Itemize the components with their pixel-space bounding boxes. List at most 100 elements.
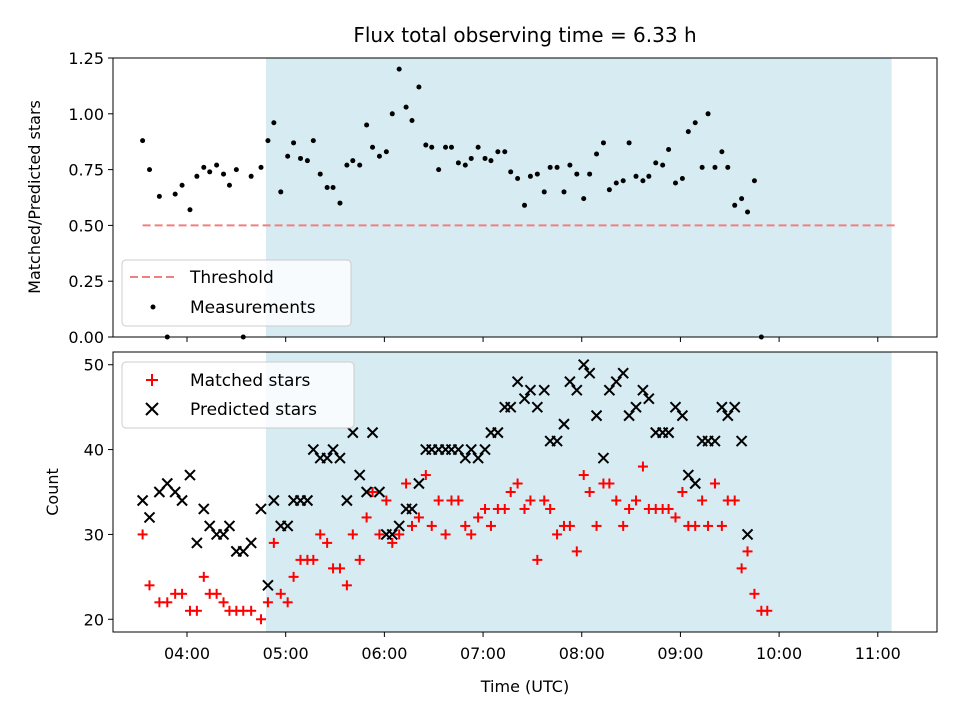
matched-star-point [762, 605, 773, 616]
measurement-point [297, 155, 303, 161]
bottom-x-tick-label: 05:00 [263, 644, 309, 663]
matched-star-point [347, 529, 358, 540]
predicted-star-point [143, 511, 156, 524]
measurement-point [527, 173, 533, 179]
predicted-star-point [327, 443, 339, 456]
matched-star-point [308, 554, 319, 565]
measurement-point [620, 178, 626, 184]
measurement-point [324, 184, 330, 190]
matched-star-point [288, 571, 299, 582]
top-y-tick-label: 0.50 [68, 216, 104, 235]
predicted-star-point [413, 477, 425, 490]
measurement-point [429, 144, 435, 150]
predicted-star-point [268, 494, 280, 507]
legend-measurements-label: Measurements [190, 298, 316, 318]
measurement-point [567, 162, 573, 168]
bottom-x-tick-label: 04:00 [164, 644, 210, 663]
matched-star-point [736, 563, 747, 574]
matched-star-point [584, 487, 595, 497]
measurement-point [594, 151, 600, 157]
measurement-point [508, 169, 514, 175]
matched-star-point [552, 529, 563, 540]
predicted-star-point [682, 469, 695, 481]
predicted-star-point [590, 409, 603, 422]
measurement-point [626, 140, 632, 146]
measurement-point [364, 122, 370, 128]
measurement-point [409, 117, 415, 123]
top-chart-title: Flux total observing time = 6.33 h [353, 23, 696, 47]
matched-star-point [401, 478, 412, 489]
matched-star-point [564, 520, 575, 531]
matched-star-point [420, 470, 431, 481]
predicted-star-point [360, 486, 373, 498]
matched-star-point [519, 503, 530, 514]
matched-star-point [466, 529, 477, 540]
predicted-star-point [538, 384, 550, 396]
predicted-star-point [511, 375, 524, 388]
measurement-point [462, 162, 468, 168]
matched-star-point [716, 520, 727, 531]
bottom-y-tick-label: 30 [84, 525, 104, 544]
predicted-star-point [191, 537, 203, 549]
measurement-point [194, 173, 200, 179]
matched-star-point [218, 597, 229, 608]
matched-star-point [453, 495, 464, 506]
measurement-point [522, 202, 528, 208]
predicted-star-point [716, 401, 728, 413]
measurement-point [376, 153, 382, 159]
predicted-star-point [465, 443, 477, 456]
matched-star-point [144, 580, 155, 591]
predicted-star-point [583, 367, 596, 379]
measurement-point [613, 180, 619, 186]
matched-star-point [578, 470, 589, 481]
measurement-point [725, 164, 731, 170]
predicted-star-point [347, 426, 359, 439]
matched-star-point [460, 520, 471, 531]
measurement-point [317, 171, 323, 177]
predicted-star-point [176, 494, 188, 507]
measurement-point [310, 138, 316, 144]
predicted-star-point [728, 401, 741, 413]
predicted-star-point [281, 520, 294, 532]
predicted-star-point [531, 401, 544, 413]
measurement-point [172, 191, 178, 197]
matched-star-point [697, 495, 708, 506]
predicted-stars-points [136, 359, 754, 592]
measurement-point [574, 171, 580, 177]
measurement-point [221, 171, 227, 177]
measurement-point [719, 149, 725, 155]
measurement-point [554, 164, 560, 170]
matched-star-point [611, 495, 622, 506]
predicted-star-point [741, 528, 754, 541]
measurement-point [214, 162, 220, 168]
matched-star-point [749, 588, 760, 599]
top-y-tick-label: 0.75 [68, 161, 104, 180]
matched-star-point [571, 546, 582, 557]
measurement-point [370, 144, 376, 150]
measurement-point [666, 147, 672, 153]
predicted-star-point [217, 528, 230, 541]
measurement-point [156, 193, 162, 199]
matched-star-point [505, 487, 516, 497]
matched-star-point [341, 580, 352, 591]
predicted-star-point [722, 409, 734, 422]
predicted-star-point [558, 418, 570, 430]
matched-star-point [387, 537, 398, 548]
predicted-star-point [334, 452, 346, 464]
matched-star-point [631, 495, 642, 506]
measurement-point [201, 164, 207, 170]
top-plot-frame [112, 57, 938, 338]
predicted-star-point [709, 435, 721, 447]
measurement-point [383, 149, 389, 155]
top-x-axis-ticks [186, 337, 879, 342]
predicted-star-point [643, 392, 655, 405]
matched-star-point [426, 520, 437, 531]
matched-star-point [670, 512, 681, 523]
predicted-star-point [518, 392, 531, 405]
measurement-point [745, 209, 751, 215]
predicted-star-point [245, 537, 257, 549]
predicted-star-point [578, 359, 590, 371]
matched-star-point [256, 614, 267, 625]
top-observing-window-shade [265, 58, 892, 337]
predicted-star-point [169, 486, 181, 498]
